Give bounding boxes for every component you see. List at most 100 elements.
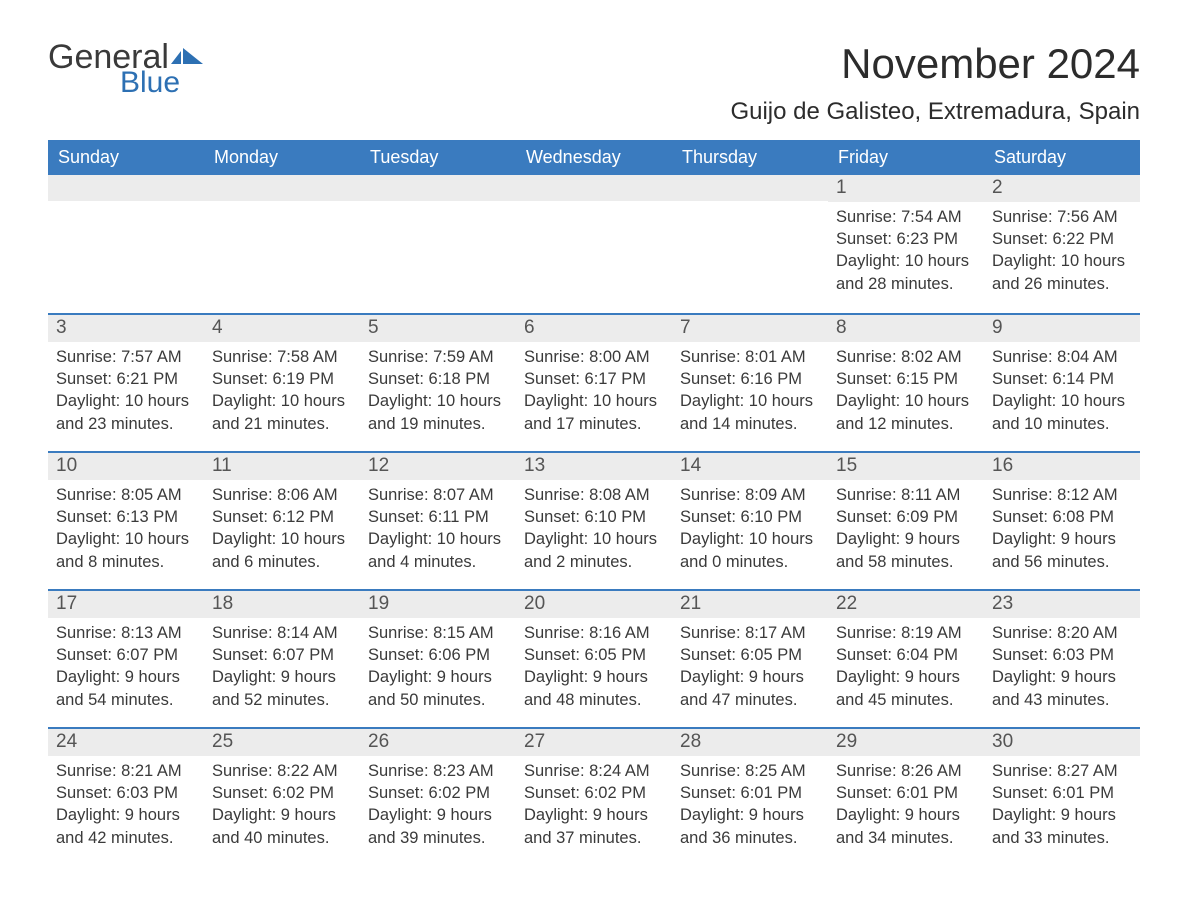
daylight-line-1: Daylight: 9 hours	[836, 666, 976, 688]
sunset-text: Sunset: 6:07 PM	[56, 644, 196, 666]
daylight-line-2: and 4 minutes.	[368, 551, 508, 573]
day-body: Sunrise: 8:07 AMSunset: 6:11 PMDaylight:…	[360, 480, 516, 579]
day-number: 21	[672, 591, 828, 618]
sunrise-text: Sunrise: 8:24 AM	[524, 760, 664, 782]
week-row: 1Sunrise: 7:54 AMSunset: 6:23 PMDaylight…	[48, 175, 1140, 313]
sunset-text: Sunset: 6:01 PM	[992, 782, 1132, 804]
empty-day-header	[48, 175, 204, 201]
day-number: 18	[204, 591, 360, 618]
week-row: 17Sunrise: 8:13 AMSunset: 6:07 PMDayligh…	[48, 589, 1140, 727]
day-cell	[48, 175, 204, 313]
page-title: November 2024	[730, 40, 1140, 88]
day-cell: 6Sunrise: 8:00 AMSunset: 6:17 PMDaylight…	[516, 315, 672, 451]
sunset-text: Sunset: 6:07 PM	[212, 644, 352, 666]
sunrise-text: Sunrise: 7:57 AM	[56, 346, 196, 368]
day-number: 2	[984, 175, 1140, 202]
sunset-text: Sunset: 6:12 PM	[212, 506, 352, 528]
day-cell: 4Sunrise: 7:58 AMSunset: 6:19 PMDaylight…	[204, 315, 360, 451]
sunrise-text: Sunrise: 8:06 AM	[212, 484, 352, 506]
sunrise-text: Sunrise: 8:12 AM	[992, 484, 1132, 506]
daylight-line-2: and 34 minutes.	[836, 827, 976, 849]
dow-cell: Monday	[204, 140, 360, 175]
day-cell: 16Sunrise: 8:12 AMSunset: 6:08 PMDayligh…	[984, 453, 1140, 589]
daylight-line-2: and 10 minutes.	[992, 413, 1132, 435]
day-body: Sunrise: 7:57 AMSunset: 6:21 PMDaylight:…	[48, 342, 204, 441]
sunset-text: Sunset: 6:15 PM	[836, 368, 976, 390]
day-cell: 29Sunrise: 8:26 AMSunset: 6:01 PMDayligh…	[828, 729, 984, 865]
day-cell	[672, 175, 828, 313]
daylight-line-1: Daylight: 10 hours	[992, 250, 1132, 272]
day-cell: 12Sunrise: 8:07 AMSunset: 6:11 PMDayligh…	[360, 453, 516, 589]
sunset-text: Sunset: 6:04 PM	[836, 644, 976, 666]
sunset-text: Sunset: 6:02 PM	[368, 782, 508, 804]
day-body: Sunrise: 8:21 AMSunset: 6:03 PMDaylight:…	[48, 756, 204, 855]
day-body: Sunrise: 7:59 AMSunset: 6:18 PMDaylight:…	[360, 342, 516, 441]
daylight-line-1: Daylight: 10 hours	[680, 390, 820, 412]
sunset-text: Sunset: 6:18 PM	[368, 368, 508, 390]
day-body: Sunrise: 8:17 AMSunset: 6:05 PMDaylight:…	[672, 618, 828, 717]
day-body: Sunrise: 8:26 AMSunset: 6:01 PMDaylight:…	[828, 756, 984, 855]
week-row: 24Sunrise: 8:21 AMSunset: 6:03 PMDayligh…	[48, 727, 1140, 865]
daylight-line-1: Daylight: 9 hours	[56, 666, 196, 688]
sunrise-text: Sunrise: 8:26 AM	[836, 760, 976, 782]
sunset-text: Sunset: 6:13 PM	[56, 506, 196, 528]
sunset-text: Sunset: 6:22 PM	[992, 228, 1132, 250]
day-body: Sunrise: 8:27 AMSunset: 6:01 PMDaylight:…	[984, 756, 1140, 855]
daylight-line-2: and 43 minutes.	[992, 689, 1132, 711]
day-body: Sunrise: 8:00 AMSunset: 6:17 PMDaylight:…	[516, 342, 672, 441]
dow-cell: Wednesday	[516, 140, 672, 175]
day-cell: 27Sunrise: 8:24 AMSunset: 6:02 PMDayligh…	[516, 729, 672, 865]
daylight-line-1: Daylight: 10 hours	[368, 390, 508, 412]
brand-blue-text: Blue	[120, 68, 205, 98]
dow-cell: Friday	[828, 140, 984, 175]
sunrise-text: Sunrise: 8:08 AM	[524, 484, 664, 506]
week-row: 3Sunrise: 7:57 AMSunset: 6:21 PMDaylight…	[48, 313, 1140, 451]
empty-day-header	[360, 175, 516, 201]
day-cell: 7Sunrise: 8:01 AMSunset: 6:16 PMDaylight…	[672, 315, 828, 451]
day-body: Sunrise: 8:05 AMSunset: 6:13 PMDaylight:…	[48, 480, 204, 579]
sunset-text: Sunset: 6:05 PM	[524, 644, 664, 666]
day-cell: 13Sunrise: 8:08 AMSunset: 6:10 PMDayligh…	[516, 453, 672, 589]
daylight-line-1: Daylight: 9 hours	[836, 528, 976, 550]
day-number: 24	[48, 729, 204, 756]
sunrise-text: Sunrise: 8:00 AM	[524, 346, 664, 368]
daylight-line-2: and 28 minutes.	[836, 273, 976, 295]
daylight-line-1: Daylight: 9 hours	[524, 804, 664, 826]
day-body: Sunrise: 7:58 AMSunset: 6:19 PMDaylight:…	[204, 342, 360, 441]
daylight-line-2: and 37 minutes.	[524, 827, 664, 849]
day-cell: 8Sunrise: 8:02 AMSunset: 6:15 PMDaylight…	[828, 315, 984, 451]
day-cell	[516, 175, 672, 313]
sunrise-text: Sunrise: 8:25 AM	[680, 760, 820, 782]
daylight-line-2: and 12 minutes.	[836, 413, 976, 435]
day-number: 1	[828, 175, 984, 202]
daylight-line-1: Daylight: 10 hours	[836, 390, 976, 412]
day-number: 28	[672, 729, 828, 756]
day-number: 13	[516, 453, 672, 480]
day-number: 10	[48, 453, 204, 480]
day-number: 22	[828, 591, 984, 618]
day-number: 3	[48, 315, 204, 342]
day-cell: 24Sunrise: 8:21 AMSunset: 6:03 PMDayligh…	[48, 729, 204, 865]
day-number: 30	[984, 729, 1140, 756]
daylight-line-1: Daylight: 10 hours	[212, 390, 352, 412]
day-body: Sunrise: 8:16 AMSunset: 6:05 PMDaylight:…	[516, 618, 672, 717]
day-body: Sunrise: 8:23 AMSunset: 6:02 PMDaylight:…	[360, 756, 516, 855]
daylight-line-1: Daylight: 9 hours	[992, 666, 1132, 688]
day-number: 19	[360, 591, 516, 618]
daylight-line-2: and 58 minutes.	[836, 551, 976, 573]
weeks-container: 1Sunrise: 7:54 AMSunset: 6:23 PMDaylight…	[48, 175, 1140, 865]
day-number: 6	[516, 315, 672, 342]
daylight-line-2: and 50 minutes.	[368, 689, 508, 711]
day-number: 15	[828, 453, 984, 480]
day-cell: 21Sunrise: 8:17 AMSunset: 6:05 PMDayligh…	[672, 591, 828, 727]
daylight-line-1: Daylight: 9 hours	[680, 804, 820, 826]
daylight-line-1: Daylight: 10 hours	[680, 528, 820, 550]
day-cell: 25Sunrise: 8:22 AMSunset: 6:02 PMDayligh…	[204, 729, 360, 865]
day-body: Sunrise: 7:54 AMSunset: 6:23 PMDaylight:…	[828, 202, 984, 301]
sunrise-text: Sunrise: 8:23 AM	[368, 760, 508, 782]
sunrise-text: Sunrise: 8:27 AM	[992, 760, 1132, 782]
empty-day-header	[204, 175, 360, 201]
day-cell	[204, 175, 360, 313]
sunrise-text: Sunrise: 8:20 AM	[992, 622, 1132, 644]
daylight-line-2: and 42 minutes.	[56, 827, 196, 849]
